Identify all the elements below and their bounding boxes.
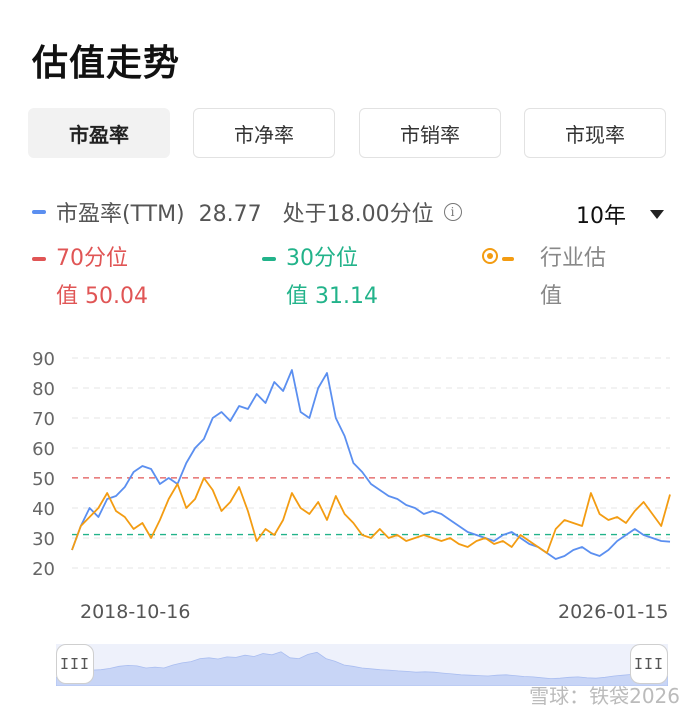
drag-handle-icon[interactable]: III bbox=[56, 644, 94, 684]
period-value: 10年 bbox=[576, 204, 626, 229]
tab-pe[interactable]: 市盈率 bbox=[28, 108, 170, 158]
range-navigator[interactable] bbox=[55, 644, 669, 687]
tab-pcf[interactable]: 市现率 bbox=[524, 108, 666, 158]
y-tick-label: 50 bbox=[32, 469, 55, 490]
pe-legend-marker bbox=[32, 210, 46, 214]
tab-pb[interactable]: 市净率 bbox=[193, 108, 335, 158]
navigator-area bbox=[55, 651, 669, 687]
caret-down-icon bbox=[650, 209, 664, 219]
watermark: 雪球：铁袋2026 bbox=[529, 684, 680, 708]
x-start-label: 2018-10-16 bbox=[80, 601, 191, 623]
pe-series-line bbox=[71, 369, 671, 560]
legend-pe[interactable]: 市盈率(TTM) 28.77 处于18.00分位 i bbox=[32, 196, 462, 228]
industry-legend-marker bbox=[502, 257, 514, 261]
industry-legend-text: 行业估 值 bbox=[540, 246, 607, 309]
p30-legend-text: 30分位 值 31.14 bbox=[286, 246, 378, 309]
y-tick-label: 30 bbox=[32, 529, 55, 550]
y-tick-label: 40 bbox=[32, 499, 55, 520]
pe-legend-text: 市盈率(TTM) 28.77 处于18.00分位 bbox=[56, 202, 434, 227]
info-icon[interactable]: i bbox=[443, 203, 462, 221]
drag-handle-icon[interactable]: III bbox=[630, 644, 668, 684]
p70-legend-text: 70分位 值 50.04 bbox=[56, 246, 148, 309]
p70-legend-marker bbox=[32, 257, 46, 261]
y-tick-label: 90 bbox=[32, 349, 55, 370]
p30-legend-marker bbox=[262, 257, 276, 261]
valuation-chart: 90 80 70 60 50 40 30 20 bbox=[32, 349, 671, 580]
ring-dot-icon bbox=[482, 248, 498, 264]
y-tick-label: 60 bbox=[32, 439, 55, 460]
y-tick-label: 80 bbox=[32, 379, 55, 400]
x-end-label: 2026-01-15 bbox=[558, 601, 669, 623]
period-dropdown[interactable]: 10年 bbox=[576, 198, 664, 230]
y-tick-label: 70 bbox=[32, 409, 55, 430]
metric-tabs: 市盈率 市净率 市销率 市现率 bbox=[28, 108, 668, 160]
industry-series-line bbox=[71, 477, 671, 554]
page-title: 估值走势 bbox=[32, 43, 181, 84]
tab-ps[interactable]: 市销率 bbox=[359, 108, 501, 158]
y-tick-label: 20 bbox=[32, 559, 55, 580]
navigator-overview bbox=[55, 651, 669, 687]
